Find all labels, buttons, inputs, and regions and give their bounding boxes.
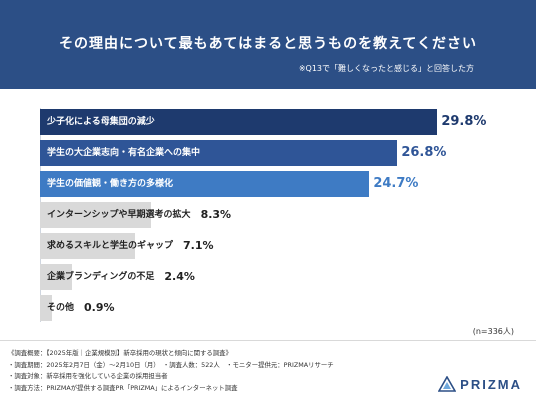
bar-value-4: 8.3% (200, 208, 232, 221)
bar-label-7: その他 (47, 303, 75, 313)
bar-value-3: 24.7% (373, 176, 419, 191)
bar-label-5: 求めるスキルと学生のギャップ (47, 241, 174, 251)
footer-line: ・調査方法：PRIZMAが提供する調査PR「PRIZMA」によるインターネット調… (8, 383, 238, 392)
logo-text: PRIZMA (460, 376, 522, 392)
bar-6 (40, 264, 72, 290)
footer-line: 《調査概要：【2025年版｜企業規模別】新卒採用の現状と傾向に関する調査》 (8, 349, 232, 357)
bar-chart: 少子化による母集団の減少 29.8% 学生の大企業志向・有名企業への集中 26.8% 学… (40, 108, 514, 336)
bar-2 (40, 140, 398, 166)
bar-value-2: 26.8% (401, 145, 447, 160)
bar-label-6: 企業ブランディングの不足 (47, 272, 155, 282)
footer-line: ・調査期間：2025年2月7日（金）〜2月10日（月） ・調査人数：522人 ・… (8, 360, 334, 369)
respondent-note: ※Q13で「難しくなったと感じる」と回答した方 (298, 64, 474, 73)
header-banner: その理由について最もあてはまると思うものを教えてください ※Q13で「難しくなっ… (0, 0, 536, 89)
bar-3 (40, 171, 370, 197)
page-title: その理由について最もあてはまると思うものを教えてください (59, 36, 477, 52)
bar-5 (40, 233, 135, 259)
footer-line: ・調査対象：新卒採用を強化している企業の採用担当者 (8, 372, 168, 380)
bar-label-2: 学生の大企業志向・有名企業への集中 (47, 148, 201, 158)
bar-value-6: 2.4% (164, 270, 195, 283)
bar-7 (40, 295, 52, 321)
bar-label-1: 少子化による母集団の減少 (47, 117, 155, 127)
survey-footer: 《調査概要：【2025年版｜企業規模別】新卒採用の現状と傾向に関する調査》 ・調… (8, 348, 334, 394)
bar-value-1: 29.8% (441, 114, 487, 129)
prizma-logo-icon (438, 376, 457, 392)
prizma-logo: PRIZMA (438, 376, 522, 392)
sample-size-note: (n=336人) (472, 327, 514, 336)
bar-1 (40, 109, 438, 135)
bar-label-3: 学生の価値観・働き方の多様化 (47, 179, 174, 189)
footer-divider (0, 340, 536, 341)
bar-value-7: 0.9% (84, 301, 115, 314)
bar-4 (40, 202, 151, 228)
bar-label-4: インターンシップや早期選考の拡大 (47, 210, 191, 220)
bar-value-5: 7.1% (183, 239, 214, 252)
